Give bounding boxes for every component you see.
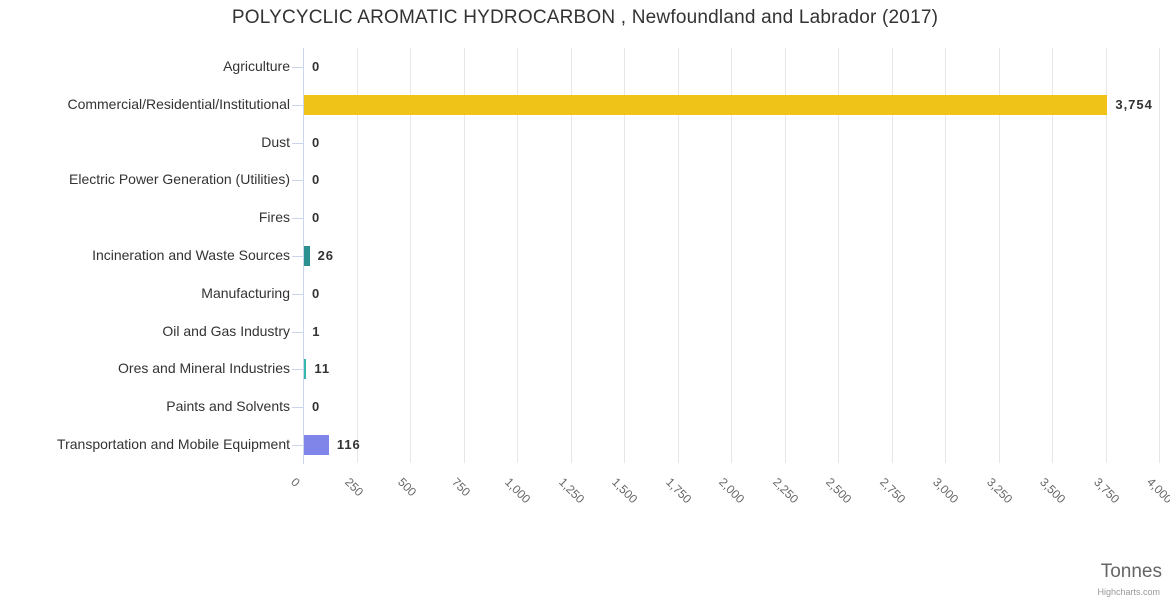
x-gridline	[356, 48, 358, 463]
highcharts-credit-link[interactable]: Highcharts.com	[1097, 587, 1160, 597]
category-label: Agriculture	[223, 57, 290, 74]
category-label: Dust	[261, 133, 290, 150]
x-gridline	[1105, 48, 1107, 463]
y-axis-tick	[292, 407, 303, 408]
value-label: 0	[312, 399, 321, 415]
category-label: Oil and Gas Industry	[162, 322, 290, 339]
x-axis-tick-label: 0	[288, 475, 303, 490]
x-axis-tick-label: 4,000	[1144, 475, 1170, 507]
category-label: Fires	[258, 209, 290, 226]
x-axis-tick-label: 1,500	[609, 475, 641, 507]
x-gridline	[570, 48, 572, 463]
x-gridline	[517, 48, 518, 463]
x-axis-tick-label: 3,000	[930, 475, 962, 507]
data-bar	[304, 359, 307, 380]
x-axis-tick-label: 2,750	[876, 475, 908, 507]
x-axis-tick-label: 3,500	[1037, 475, 1069, 507]
y-axis-tick	[292, 294, 303, 295]
x-gridline	[463, 48, 465, 463]
category-label: Paints and Solvents	[166, 398, 290, 415]
data-bar	[304, 435, 329, 456]
x-axis-tick-label: 250	[341, 475, 366, 500]
value-label: 116	[336, 437, 361, 453]
x-axis-tick-label: 500	[395, 475, 420, 500]
x-axis-tick-label: 3,750	[1090, 475, 1122, 507]
x-axis-tick-label: 1,000	[502, 475, 534, 507]
category-label: Transportation and Mobile Equipment	[57, 436, 290, 453]
x-gridline	[624, 48, 625, 463]
y-axis-tick	[292, 143, 303, 144]
data-bar	[304, 94, 1108, 115]
x-axis-tick-label: 2,000	[716, 475, 748, 507]
y-axis-tick	[292, 180, 303, 181]
chart-title: POLYCYCLIC AROMATIC HYDROCARBON , Newfou…	[231, 7, 939, 28]
x-axis-tick-label: 1,250	[555, 475, 587, 507]
x-axis-tick-label: 1,750	[662, 475, 694, 507]
value-label: 0	[312, 210, 321, 226]
x-gridline	[677, 48, 679, 463]
value-label: 0	[312, 172, 321, 188]
value-label: 26	[317, 248, 335, 263]
x-axis-tick-label: 2,250	[769, 475, 801, 507]
x-gridline	[945, 48, 946, 463]
y-axis-tick	[292, 256, 303, 257]
value-label: 0	[312, 285, 321, 301]
value-label: 3,754	[1115, 96, 1153, 112]
x-gridline	[784, 48, 786, 463]
x-gridline	[731, 48, 732, 463]
x-gridline	[1159, 48, 1160, 463]
x-gridline	[1052, 48, 1053, 463]
x-gridline	[410, 48, 411, 463]
x-gridline	[838, 48, 839, 463]
value-label: 11	[314, 361, 331, 377]
category-label: Electric Power Generation (Utilities)	[69, 171, 290, 188]
y-axis-tick	[292, 105, 303, 106]
category-label: Ores and Mineral Industries	[118, 360, 290, 377]
x-axis-tick-label: 750	[448, 475, 473, 500]
x-axis-title: Tonnes	[1100, 561, 1162, 582]
data-bar	[304, 246, 310, 266]
category-label: Manufacturing	[201, 284, 290, 301]
category-label: Incineration and Waste Sources	[92, 247, 290, 263]
y-axis-tick	[292, 369, 303, 370]
x-axis-tick-label: 3,250	[983, 475, 1015, 507]
y-axis-tick	[292, 67, 303, 68]
x-gridline	[891, 48, 893, 463]
value-label: 0	[312, 58, 321, 74]
y-axis-tick	[292, 218, 303, 219]
value-label: 1	[312, 323, 321, 339]
y-axis-line	[303, 48, 304, 464]
x-gridline	[998, 48, 1000, 463]
category-label: Commercial/Residential/Institutional	[67, 95, 290, 112]
x-axis-tick-label: 2,500	[823, 475, 855, 507]
y-axis-tick	[292, 445, 303, 446]
value-label: 0	[312, 134, 321, 150]
y-axis-tick	[292, 332, 303, 333]
